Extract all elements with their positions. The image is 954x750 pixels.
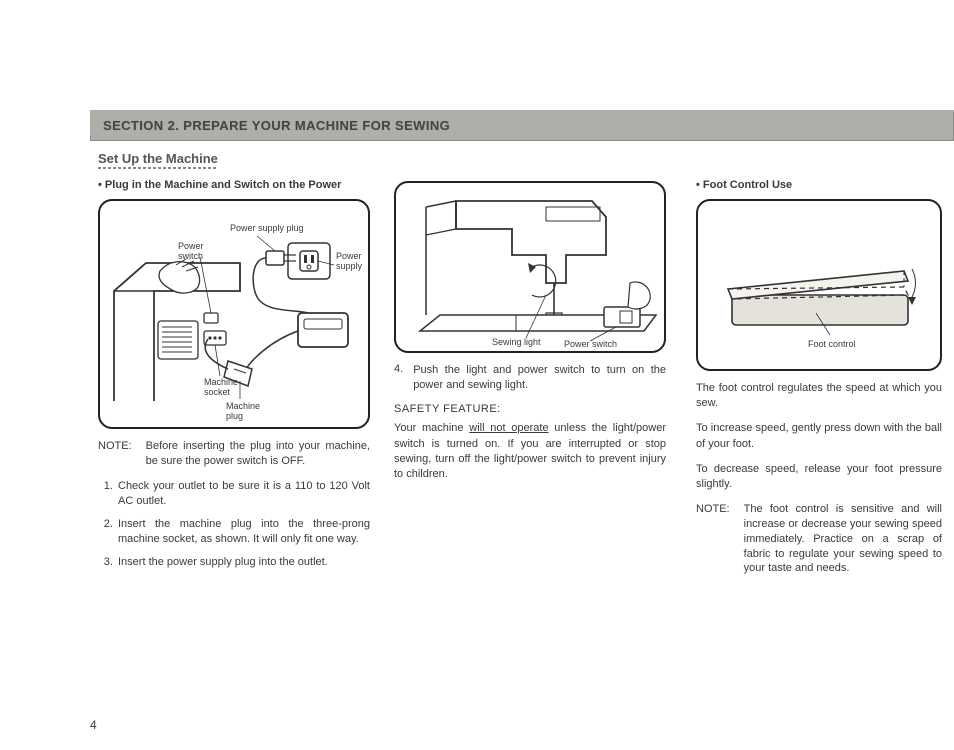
- svg-text:socket: socket: [204, 387, 231, 397]
- col3-heading: Foot Control Use: [696, 179, 942, 191]
- step-4: 4. Push the light and power switch to tu…: [394, 363, 666, 393]
- note-text: Before inserting the plug into your mach…: [146, 439, 370, 469]
- svg-text:plug: plug: [226, 411, 243, 421]
- safety-heading: SAFETY FEATURE:: [394, 403, 666, 415]
- svg-text:Machine: Machine: [204, 377, 238, 387]
- svg-text:Foot control: Foot control: [808, 339, 856, 349]
- col3-note: NOTE: The foot control is sensitive and …: [696, 502, 942, 576]
- page-number: 4: [90, 718, 97, 732]
- svg-text:Sewing light: Sewing light: [492, 337, 541, 347]
- column-1: Plug in the Machine and Switch on the Po…: [98, 179, 370, 586]
- svg-text:Power supply plug: Power supply plug: [230, 223, 304, 233]
- manual-page: SECTION 2. PREPARE YOUR MACHINE FOR SEWI…: [90, 110, 954, 710]
- col3-p1: The foot control regulates the speed at …: [696, 381, 942, 411]
- col1-note: NOTE: Before inserting the plug into you…: [98, 439, 370, 469]
- column-3: Foot Control Use Foot control: [696, 179, 942, 586]
- col1-heading: Plug in the Machine and Switch on the Po…: [98, 179, 370, 191]
- step-1: Check your outlet to be sure it is a 110…: [116, 479, 370, 509]
- note-label: NOTE:: [98, 439, 132, 469]
- step-3: Insert the power supply plug into the ou…: [116, 555, 370, 570]
- step-2: Insert the machine plug into the three-p…: [116, 517, 370, 547]
- step-4-text: Push the light and power switch to turn …: [413, 363, 666, 393]
- note-text: The foot control is sensitive and will i…: [744, 502, 942, 576]
- col3-p3: To decrease speed, release your foot pre…: [696, 462, 942, 492]
- svg-text:Power: Power: [336, 251, 362, 261]
- subheading-wrap: Set Up the Machine: [98, 151, 954, 171]
- figure-power-switch: Sewing light Power switch: [394, 181, 666, 353]
- safety-underline: will not operate: [469, 422, 548, 434]
- svg-text:supply: supply: [336, 261, 363, 271]
- svg-text:Power switch: Power switch: [564, 339, 617, 349]
- svg-text:Power: Power: [178, 241, 204, 251]
- subheading: Set Up the Machine: [98, 151, 218, 171]
- step-4-num: 4.: [394, 363, 403, 393]
- svg-text:switch: switch: [178, 251, 203, 261]
- columns: Plug in the Machine and Switch on the Po…: [98, 179, 942, 586]
- safety-text: Your machine will not operate unless the…: [394, 421, 666, 482]
- note-label: NOTE:: [696, 502, 730, 576]
- figure-plug-machine: Power supply plug Power switch Power sup…: [98, 199, 370, 429]
- column-2: Sewing light Power switch 4. Push the li…: [394, 179, 666, 586]
- safety-pre: Your machine: [394, 422, 469, 434]
- svg-text:Machine: Machine: [226, 401, 260, 411]
- col1-steps: Check your outlet to be sure it is a 110…: [98, 479, 370, 571]
- col3-p2: To increase speed, gently press down wit…: [696, 421, 942, 451]
- figure-foot-control: Foot control: [696, 199, 942, 371]
- page-frame: [90, 110, 954, 136]
